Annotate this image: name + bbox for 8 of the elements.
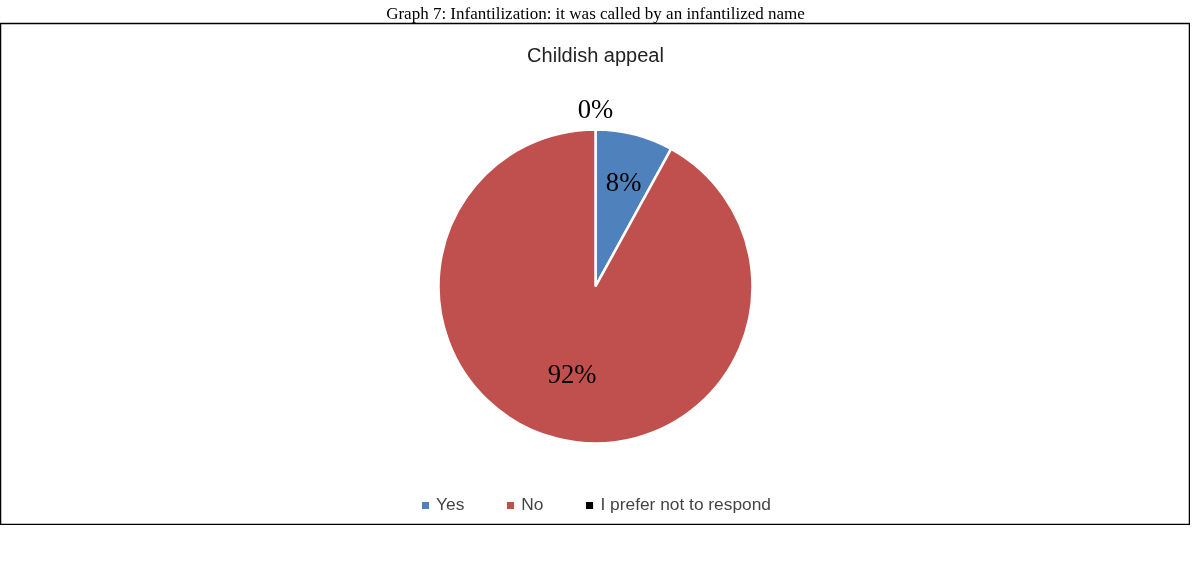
legend-label: I prefer not to respond (600, 494, 771, 515)
data-label: 8% (605, 166, 642, 197)
data-label: 92% (547, 358, 597, 389)
chart-subtitle: Childish appeal (527, 44, 664, 67)
chart-title: Graph 7: Infantilization: it was called by an infantilized name (386, 3, 805, 23)
legend-label: No (521, 494, 544, 515)
legend-label: Yes (436, 494, 465, 515)
text: 0% (577, 94, 614, 125)
